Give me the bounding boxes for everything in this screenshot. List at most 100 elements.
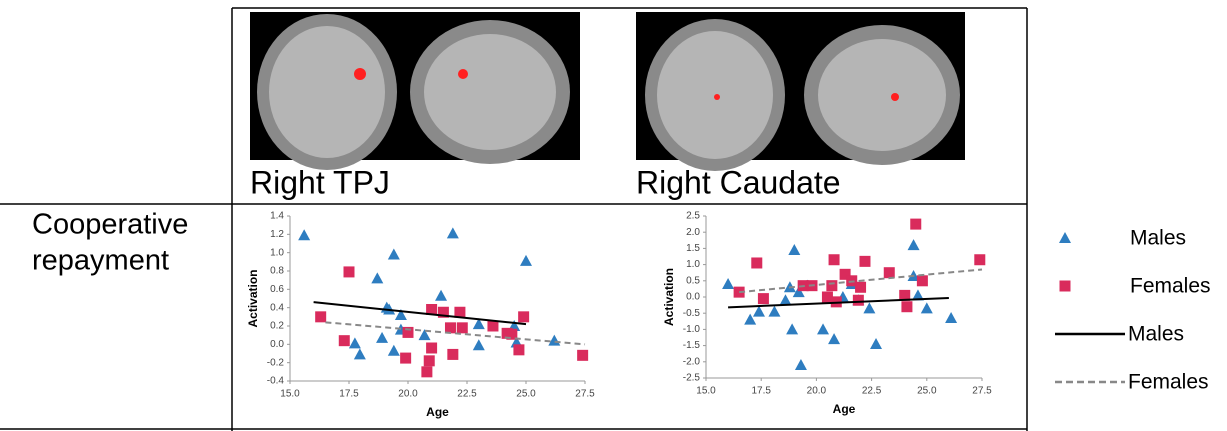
- square-marker: [916, 275, 928, 287]
- triangle-marker: [744, 313, 757, 325]
- x-tick-label: 22.5: [457, 389, 477, 400]
- square-marker: [402, 326, 414, 338]
- triangle-marker: [907, 239, 920, 251]
- square-marker: [426, 342, 438, 354]
- brain-image: [250, 12, 580, 170]
- triangle-marker: [911, 289, 924, 301]
- square-marker: [828, 254, 840, 266]
- legend-label: Males: [1128, 323, 1184, 346]
- triangle-marker: [870, 337, 883, 349]
- triangle-marker: [768, 305, 781, 317]
- triangle-marker: [1059, 232, 1071, 243]
- triangle-marker: [371, 272, 384, 284]
- y-tick-label: 0.8: [270, 266, 284, 277]
- trend-line: [313, 301, 527, 326]
- x-axis-label: Age: [833, 402, 856, 416]
- square-marker: [899, 289, 911, 301]
- square-marker: [513, 344, 525, 356]
- square-marker: [400, 352, 412, 364]
- triangle-marker: [752, 305, 765, 317]
- y-tick-label: 0.5: [686, 275, 700, 286]
- triangle-marker: [387, 344, 400, 356]
- trend-line: [739, 268, 983, 294]
- square-marker: [447, 348, 459, 360]
- y-tick-label: 0.0: [270, 339, 284, 350]
- legend-label: Males: [1130, 227, 1186, 250]
- triangle-marker: [348, 337, 361, 349]
- triangle-marker: [376, 331, 389, 343]
- y-tick-label: -1.0: [683, 324, 701, 335]
- triangle-marker: [828, 333, 841, 345]
- row-label: repayment: [32, 245, 169, 277]
- triangle-marker: [472, 318, 485, 330]
- square-marker: [883, 267, 895, 279]
- y-tick-label: 0.6: [270, 284, 284, 295]
- triangle-marker: [472, 339, 485, 351]
- square-marker: [974, 254, 986, 266]
- square-marker: [423, 355, 435, 367]
- x-tick-label: 20.0: [807, 386, 827, 397]
- y-tick-label: 1.2: [270, 229, 284, 240]
- y-tick-label: 1.5: [686, 243, 700, 254]
- y-tick-label: 2.5: [686, 211, 700, 222]
- square-marker: [826, 280, 838, 292]
- square-marker: [577, 349, 589, 361]
- square-marker: [444, 322, 456, 334]
- region-label: Right TPJ: [250, 164, 390, 200]
- x-tick-label: 15.0: [280, 389, 300, 400]
- triangle-marker: [920, 302, 933, 314]
- y-tick-label: 2.0: [686, 227, 700, 238]
- square-marker: [821, 291, 833, 303]
- square-marker: [456, 322, 468, 334]
- square-marker: [1059, 280, 1071, 292]
- y-tick-label: -1.5: [683, 340, 701, 351]
- y-tick-label: 1.0: [686, 259, 700, 270]
- x-tick-label: 17.5: [751, 386, 771, 397]
- x-tick-label: 27.5: [972, 386, 992, 397]
- square-marker: [343, 266, 355, 278]
- brain-image: [636, 12, 965, 171]
- x-tick-label: 20.0: [398, 389, 418, 400]
- square-marker: [518, 311, 530, 323]
- x-tick-label: 25.0: [917, 386, 937, 397]
- square-marker: [487, 320, 499, 332]
- y-axis-label: Activation: [246, 269, 260, 327]
- triangle-marker: [863, 302, 876, 314]
- triangle-marker: [353, 348, 366, 360]
- y-tick-label: 0.0: [686, 292, 700, 303]
- triangle-marker: [418, 329, 431, 341]
- x-tick-label: 15.0: [696, 386, 716, 397]
- trend-line: [325, 321, 586, 346]
- triangle-marker: [786, 323, 799, 335]
- square-marker: [338, 335, 350, 347]
- square-marker: [751, 257, 763, 269]
- triangle-marker: [945, 312, 958, 324]
- square-marker: [852, 294, 864, 306]
- x-tick-label: 22.5: [862, 386, 882, 397]
- region-label: Right Caudate: [636, 164, 841, 200]
- triangle-marker: [394, 309, 407, 320]
- y-tick-label: 0.2: [270, 321, 284, 332]
- square-marker: [859, 255, 871, 267]
- triangle-marker: [792, 286, 805, 298]
- square-marker: [910, 218, 922, 230]
- triangle-marker: [817, 323, 830, 335]
- triangle-marker: [779, 294, 792, 306]
- triangle-marker: [722, 278, 735, 290]
- square-marker: [901, 301, 913, 313]
- y-tick-label: 1.0: [270, 247, 284, 258]
- triangle-marker: [387, 248, 400, 260]
- square-marker: [426, 304, 438, 315]
- square-marker: [454, 306, 466, 318]
- triangle-marker: [446, 227, 459, 239]
- y-tick-label: -2.0: [683, 356, 701, 367]
- square-marker: [839, 268, 851, 280]
- square-marker: [757, 293, 769, 305]
- x-tick-label: 25.0: [516, 389, 536, 400]
- triangle-marker: [435, 289, 448, 301]
- y-tick-label: -0.5: [683, 308, 701, 319]
- legend-label: Females: [1130, 275, 1211, 298]
- triangle-marker: [520, 254, 532, 266]
